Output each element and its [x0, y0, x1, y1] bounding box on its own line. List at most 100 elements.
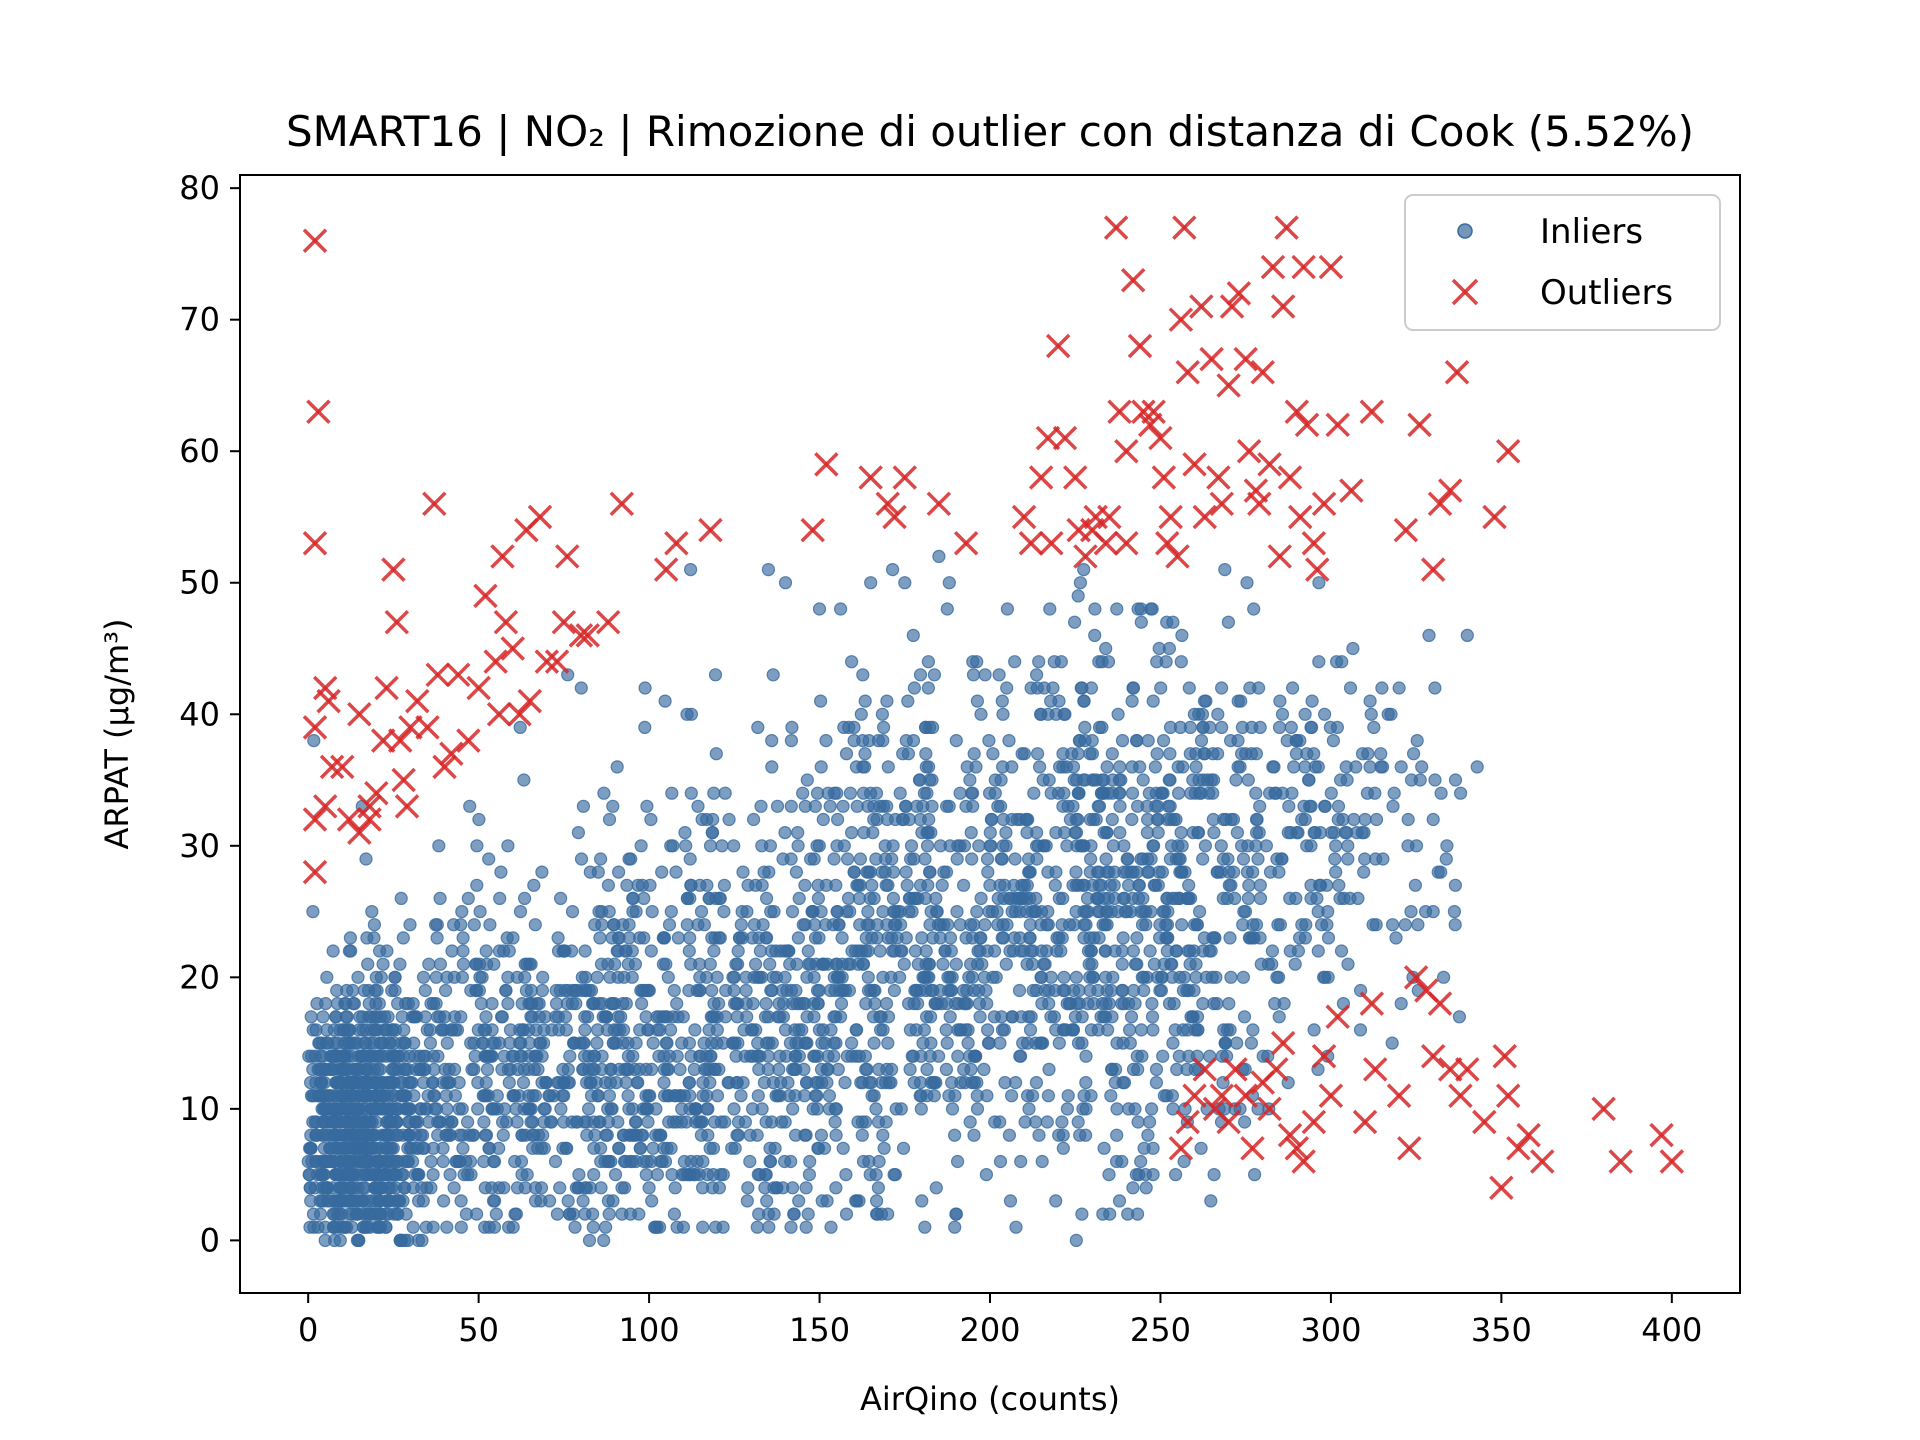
- inlier-point: [1398, 918, 1412, 932]
- inlier-point: [718, 1010, 733, 1024]
- inlier-point: [727, 839, 741, 853]
- inlier-point: [960, 983, 974, 998]
- x-tick-label: 0: [298, 1311, 318, 1349]
- inlier-point: [1245, 931, 1260, 945]
- inlier-point: [516, 1023, 530, 1037]
- inlier-point: [1401, 812, 1415, 827]
- inlier-point: [940, 1036, 954, 1050]
- inlier-point: [476, 1089, 490, 1103]
- inlier-point: [1283, 944, 1297, 958]
- inlier-point: [1307, 1023, 1321, 1037]
- inlier-point: [344, 944, 358, 958]
- inlier-point: [668, 1181, 682, 1195]
- inlier-point: [579, 983, 593, 998]
- inlier-point: [922, 957, 937, 971]
- inlier-point: [517, 891, 532, 906]
- inlier-point: [1146, 1023, 1160, 1037]
- inlier-point: [1470, 760, 1484, 774]
- inlier-point: [1182, 878, 1196, 892]
- inlier-point: [965, 970, 980, 984]
- inlier-point: [968, 1049, 983, 1063]
- inlier-point: [477, 1115, 491, 1129]
- inlier-point: [1171, 760, 1185, 774]
- inlier-point: [485, 996, 499, 1011]
- y-tick-label: 20: [179, 958, 220, 996]
- inlier-point: [489, 1207, 503, 1221]
- inlier-point: [1240, 576, 1254, 590]
- inlier-point: [1312, 576, 1326, 590]
- inlier-point: [1059, 760, 1074, 774]
- inlier-point: [941, 970, 955, 984]
- x-tick-label: 250: [1130, 1311, 1191, 1349]
- inlier-point: [526, 1115, 540, 1129]
- inlier-point: [781, 1075, 795, 1090]
- inlier-point: [919, 747, 933, 761]
- inlier-point: [1170, 1062, 1184, 1077]
- inlier-point: [604, 1102, 618, 1116]
- inlier-point: [455, 904, 469, 919]
- inlier-point: [702, 1023, 716, 1037]
- inlier-point: [688, 1023, 702, 1037]
- inlier-point: [1285, 681, 1300, 695]
- inlier-point: [873, 799, 887, 813]
- inlier-point: [619, 996, 633, 1011]
- inlier-point: [832, 918, 846, 932]
- inlier-point: [1040, 1115, 1054, 1129]
- inlier-point: [696, 1089, 710, 1103]
- inlier-point: [510, 1181, 525, 1195]
- inlier-point: [849, 1194, 863, 1208]
- inlier-point: [926, 983, 940, 998]
- inlier-point: [351, 970, 365, 984]
- inlier-point: [1100, 918, 1114, 932]
- inlier-point: [326, 944, 340, 958]
- inlier-point: [1046, 681, 1060, 695]
- inlier-point: [496, 1128, 510, 1142]
- inlier-point: [602, 1089, 617, 1103]
- inlier-point: [970, 1075, 984, 1090]
- inlier-point: [978, 668, 992, 682]
- inlier-point: [639, 1167, 653, 1182]
- inlier-point: [448, 1010, 462, 1024]
- inlier-point: [349, 1207, 363, 1221]
- y-tick-label: 0: [200, 1221, 220, 1259]
- inlier-point: [535, 983, 550, 998]
- inlier-point: [338, 1141, 352, 1155]
- inlier-point: [629, 1154, 643, 1169]
- inlier-point: [702, 891, 716, 906]
- inlier-point: [465, 1062, 479, 1077]
- inlier-point: [844, 825, 859, 840]
- inlier-point: [1054, 655, 1068, 669]
- inlier-point: [1034, 970, 1048, 984]
- inlier-point: [921, 681, 936, 695]
- inlier-point: [1055, 931, 1069, 945]
- inlier-point: [1056, 747, 1070, 761]
- inlier-point: [1321, 904, 1335, 919]
- inlier-point: [839, 1207, 854, 1221]
- inlier-point: [755, 878, 769, 892]
- inlier-point: [759, 891, 774, 906]
- inlier-point: [1029, 1036, 1043, 1050]
- inlier-point: [887, 1167, 901, 1182]
- inlier-point: [718, 786, 732, 800]
- inlier-point: [304, 1075, 318, 1090]
- inlier-point: [1052, 694, 1066, 708]
- inlier-point: [428, 1102, 442, 1116]
- inlier-point: [999, 825, 1013, 840]
- inlier-point: [924, 1036, 938, 1050]
- inlier-point: [1049, 825, 1063, 840]
- inlier-point: [857, 760, 872, 774]
- inlier-point: [815, 1194, 829, 1208]
- inlier-point: [873, 1023, 888, 1037]
- inlier-point: [907, 852, 921, 866]
- inlier-point: [710, 1036, 724, 1050]
- inlier-point: [509, 1102, 523, 1116]
- inlier-point: [1171, 786, 1186, 800]
- inlier-point: [867, 812, 881, 827]
- inlier-point: [528, 918, 542, 932]
- inlier-point: [416, 1049, 431, 1063]
- inlier-point: [326, 1115, 340, 1129]
- inlier-point: [923, 1010, 938, 1024]
- inlier-point: [785, 1062, 800, 1077]
- inlier-point: [439, 1089, 453, 1103]
- inlier-point: [1066, 983, 1081, 998]
